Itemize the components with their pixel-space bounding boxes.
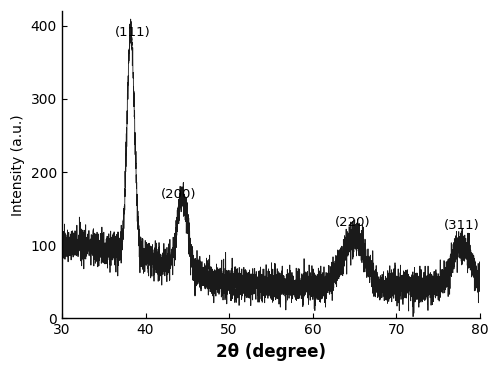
Text: (200): (200) [161,188,196,201]
Text: (311): (311) [444,219,480,232]
Text: (220): (220) [335,216,371,229]
Text: (111): (111) [115,26,151,39]
X-axis label: 2θ (degree): 2θ (degree) [216,343,326,361]
Y-axis label: Intensity (a.u.): Intensity (a.u.) [11,114,25,216]
